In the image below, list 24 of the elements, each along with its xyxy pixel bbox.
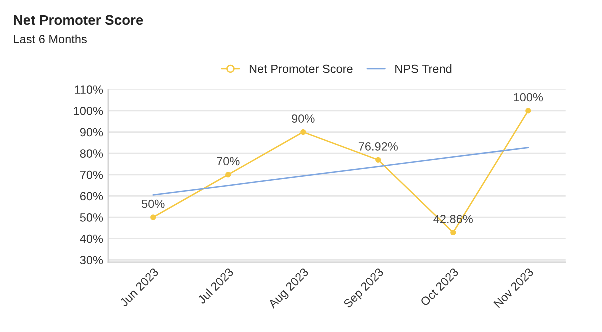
y-tick-label: 110% [75,86,104,94]
chart-subtitle: Last 6 Months [14,34,87,44]
point [150,214,156,220]
point [526,108,532,114]
chart-title: Net Promoter Score [14,15,144,26]
data-label: 90% [292,114,315,123]
point [300,129,306,136]
data-label: 50% [142,200,165,208]
y-tick-label: 60% [80,192,104,201]
legend-label: NPS Trend [396,64,452,74]
data-label: 100% [514,93,544,102]
y-tick-label: 80% [80,150,104,158]
y-tick-label: 40% [80,234,104,244]
point [450,230,456,236]
y-tick-label: 50% [80,214,104,222]
y-tick-label: 30% [80,256,104,265]
data-label: 76.92% [358,142,398,151]
y-tick-label: 70% [80,170,104,180]
legend-label: Net Promoter Score [250,64,353,74]
y-tick-label: 90% [80,128,104,137]
point [226,172,232,178]
y-tick-label: 100% [74,106,104,116]
data-label: 70% [217,157,240,166]
point [376,157,382,163]
